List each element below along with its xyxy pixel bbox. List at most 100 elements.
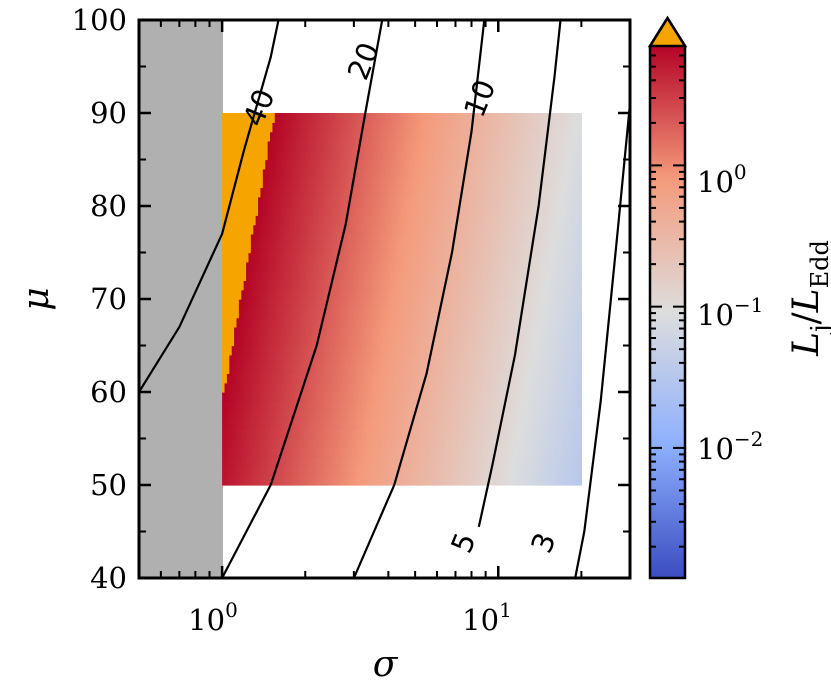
heatmap-cell <box>564 475 568 486</box>
heatmap-cell <box>478 317 482 328</box>
heatmap-cell <box>236 280 240 291</box>
heatmap-cell <box>303 252 307 263</box>
heatmap-cell <box>547 187 551 198</box>
heatmap-cell <box>349 345 353 356</box>
heatmap-cell <box>301 271 305 281</box>
heatmap-cell <box>327 215 331 226</box>
heatmap-cell <box>313 466 317 477</box>
heatmap-cell <box>404 280 408 291</box>
heatmap-cell <box>229 299 233 309</box>
heatmap-cell <box>384 401 388 412</box>
heatmap-cell <box>428 317 432 328</box>
heatmap-cell <box>334 345 338 356</box>
heatmap-cell <box>344 196 348 207</box>
heatmap-cell <box>277 401 281 412</box>
heatmap-cell <box>507 261 511 272</box>
heatmap-cell <box>387 261 391 272</box>
heatmap-cell <box>449 466 453 477</box>
heatmap-cell <box>282 326 285 337</box>
heatmap-cell <box>437 233 441 244</box>
heatmap-cell <box>284 354 288 365</box>
heatmap-cell <box>440 326 444 337</box>
heatmap-cell <box>461 345 465 356</box>
heatmap-cell <box>545 261 549 272</box>
heatmap-cell <box>454 401 458 412</box>
heatmap-cell <box>258 457 262 467</box>
heatmap-cell <box>384 457 388 467</box>
heatmap-cell <box>531 457 535 467</box>
heatmap-cell <box>370 354 374 365</box>
heatmap-cell <box>511 457 515 467</box>
heatmap-cell <box>255 252 259 263</box>
heatmap-cell <box>461 252 465 263</box>
heatmap-cell <box>499 326 503 337</box>
heatmap-cell <box>495 466 499 477</box>
heatmap-cell <box>509 419 513 430</box>
heatmap-cell <box>339 345 343 356</box>
heatmap-cell <box>430 326 434 337</box>
heatmap-cell <box>555 466 559 477</box>
heatmap-cell <box>456 215 460 226</box>
heatmap-cell <box>502 271 506 281</box>
heatmap-cell <box>399 429 403 440</box>
heatmap-cell <box>562 392 566 402</box>
heatmap-cell <box>420 196 424 207</box>
heatmap-cell <box>399 401 403 412</box>
heatmap-cell <box>229 345 233 356</box>
heatmap-cell <box>224 206 228 216</box>
heatmap-cell <box>373 252 377 263</box>
heatmap-cell <box>363 475 367 486</box>
heatmap-cell <box>404 233 408 244</box>
heatmap-cell <box>250 401 254 412</box>
heatmap-cell <box>504 364 508 374</box>
heatmap-cell <box>497 271 501 281</box>
heatmap-cell <box>289 447 293 458</box>
heatmap-cell <box>487 364 491 374</box>
heatmap-cell <box>293 382 297 393</box>
heatmap-cell <box>317 429 321 440</box>
heatmap-cell <box>461 382 465 393</box>
heatmap-cell <box>442 392 446 402</box>
heatmap-cell <box>535 261 539 272</box>
heatmap-cell <box>274 178 278 188</box>
heatmap-cell <box>282 466 285 477</box>
heatmap-cell <box>578 457 582 467</box>
heatmap-cell <box>394 308 398 319</box>
heatmap-cell <box>576 373 580 384</box>
heatmap-cell <box>236 233 240 244</box>
heatmap-cell <box>301 429 305 440</box>
heatmap-cell <box>435 280 439 291</box>
heatmap-cell <box>296 419 300 430</box>
heatmap-cell <box>404 289 408 300</box>
heatmap-cell <box>461 429 465 440</box>
heatmap-cell <box>526 187 530 198</box>
heatmap-cell <box>552 178 556 188</box>
heatmap-cell <box>332 466 336 477</box>
heatmap-cell <box>222 215 226 226</box>
heatmap-cell <box>262 299 266 309</box>
heatmap-cell <box>327 364 331 374</box>
heatmap-cell <box>516 419 520 430</box>
heatmap-cell <box>334 336 338 347</box>
heatmap-cell <box>543 280 547 291</box>
heatmap-cell <box>231 280 235 291</box>
heatmap-cell <box>416 382 420 393</box>
heatmap-cell <box>222 196 226 207</box>
heatmap-cell <box>296 261 300 272</box>
heatmap-cell <box>454 392 458 402</box>
heatmap-cell <box>578 261 582 272</box>
heatmap-cell <box>425 438 429 449</box>
heatmap-cell <box>353 271 357 281</box>
heatmap-cell <box>497 475 501 486</box>
heatmap-cell <box>305 326 309 337</box>
heatmap-cell <box>229 252 233 263</box>
heatmap-cell <box>504 429 508 440</box>
heatmap-cell <box>490 364 494 374</box>
heatmap-cell <box>531 252 535 263</box>
heatmap-cell <box>329 373 333 384</box>
heatmap-cell <box>384 466 388 477</box>
heatmap-cell <box>547 364 551 374</box>
heatmap-cell <box>238 345 242 356</box>
heatmap-cell <box>344 206 348 216</box>
heatmap-cell <box>332 243 336 254</box>
